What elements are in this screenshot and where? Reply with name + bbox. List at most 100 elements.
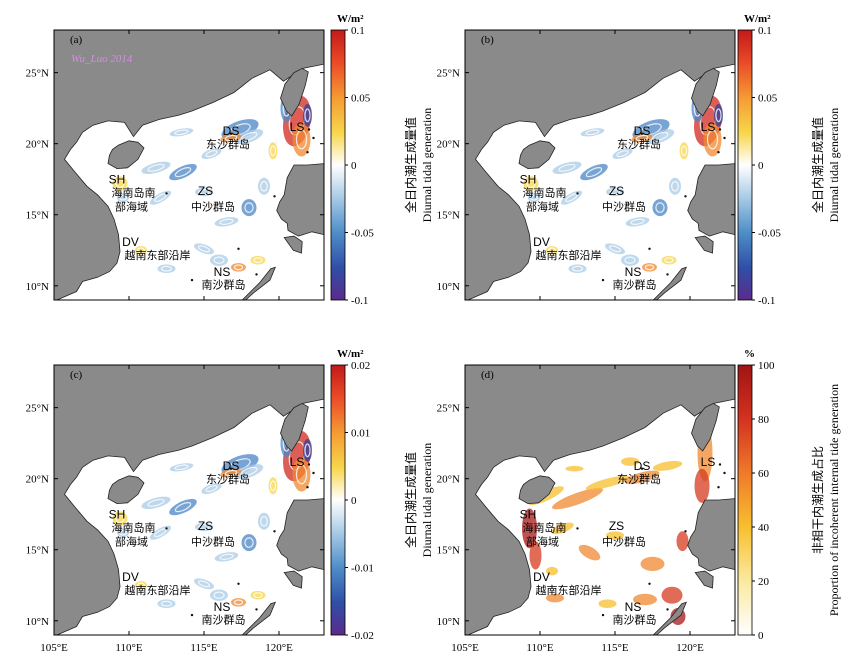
- tidal-patch-ring: [174, 502, 192, 513]
- tidal-patch: [292, 457, 311, 492]
- colorbar-tick-label: -0.05: [351, 228, 374, 240]
- region-code-ds: DS: [634, 459, 651, 473]
- colorbar-ramp: [330, 29, 346, 301]
- region-code-sh: SH: [520, 508, 537, 522]
- colorbar-title-cn: 全日内潮生成量值: [810, 117, 825, 213]
- tidal-patch: [528, 193, 540, 202]
- tidal-patch: [303, 103, 312, 127]
- tidal-patch-ring: [115, 179, 125, 189]
- panel-label: (b): [481, 34, 494, 46]
- panel-label: (a): [70, 34, 83, 46]
- tidal-patch-ring: [213, 591, 225, 599]
- islet: [648, 247, 651, 250]
- colorbar-3: 100 80 60 40 20 0% 非相干内潮生成占比 Proportion of inco…: [737, 348, 841, 642]
- tidal-patch: [117, 193, 129, 202]
- land-luzon: [687, 163, 735, 237]
- colorbar-tick-label: -0.1: [758, 295, 775, 307]
- colorbar-unit: W/m²: [337, 348, 364, 360]
- islet: [312, 136, 315, 140]
- colorbar-tick-label: 80: [758, 414, 770, 426]
- land-mindoro: [694, 570, 714, 589]
- region-name-zs: 中沙群岛: [602, 535, 646, 549]
- tidal-patch: [578, 544, 601, 561]
- colorbar-title-en: Diurnal tidal generation: [420, 108, 434, 223]
- tidal-patch: [598, 599, 617, 608]
- colorbar-unit: %: [744, 348, 755, 360]
- tidal-patch: [546, 246, 558, 255]
- colorbar-tick-label: -0.1: [351, 295, 368, 307]
- tidal-patch: [703, 122, 722, 157]
- tidal-patch-ring: [137, 582, 145, 589]
- region-code-ls: LS: [290, 455, 305, 469]
- tidal-patch-ring: [224, 134, 238, 142]
- islet: [717, 486, 720, 489]
- y-tick-label: 25°N: [26, 68, 49, 80]
- region-name-sh-2: 部海域: [115, 534, 148, 548]
- islet: [601, 613, 605, 617]
- tidal-patch: [621, 254, 639, 266]
- colorbar-tick-label: 20: [758, 576, 770, 588]
- tidal-patch-ring: [651, 131, 669, 142]
- colorbar-title-cn: 全日内潮生成量值: [403, 117, 418, 213]
- tidal-patch-ring: [295, 129, 308, 150]
- region-name-zs: 中沙群岛: [602, 200, 646, 214]
- map-frame: [464, 364, 736, 636]
- tidal-patch-ring: [585, 167, 603, 178]
- tidal-patch: [669, 177, 681, 195]
- land-hainan: [518, 475, 556, 505]
- region-name-sh-2: 部海域: [115, 199, 148, 213]
- region-code-ds: DS: [634, 124, 651, 138]
- tidal-patch-ring: [197, 245, 211, 253]
- region-name-sh-1: 海南岛南: [112, 520, 156, 534]
- islet: [229, 132, 233, 135]
- colorbar-0: 0.1 0.05 0 -0.05 -0.1 W/m² 全日内潮生成量值 Diurnal tid…: [330, 13, 434, 307]
- islet: [640, 467, 644, 470]
- tidal-patch: [652, 199, 668, 217]
- region-code-ns: NS: [214, 600, 231, 614]
- colorbar-tick-label: -0.05: [758, 228, 781, 240]
- colorbar-unit: W/m²: [337, 13, 364, 25]
- colorbar-tick-label: 0: [758, 160, 764, 172]
- tidal-patch-ring: [253, 257, 263, 264]
- tidal-patch: [552, 487, 603, 510]
- tidal-patch: [694, 468, 710, 503]
- tidal-patch-ring: [664, 257, 674, 264]
- tidal-patch-ring: [240, 131, 258, 142]
- y-tick-label: 10°N: [26, 281, 49, 293]
- colorbar-title-en: Proportion of incoherent internal tide g…: [827, 384, 841, 616]
- tidal-patch-ring: [160, 600, 173, 607]
- colorbar-1: 0.1 0.05 0 -0.05 -0.1 W/m² 全日内潮生成量值 Diurnal tid…: [737, 13, 841, 307]
- region-name-sh-1: 海南岛南: [523, 520, 567, 534]
- x-tick-label: 120°E: [676, 642, 704, 654]
- colorbar-tick-label: -0.02: [351, 630, 374, 642]
- tidal-patch-ring: [269, 480, 277, 492]
- tidal-patch-ring: [644, 264, 655, 271]
- tidal-patch-ring: [630, 218, 645, 225]
- tidal-patch-ring: [706, 129, 719, 150]
- region-code-ls: LS: [290, 120, 305, 134]
- tidal-patch-ring: [655, 202, 665, 213]
- x-tick-label: 115°E: [190, 642, 217, 654]
- tidal-patch: [268, 142, 278, 160]
- region-name-zs: 中沙群岛: [191, 535, 235, 549]
- colorbar-tick-label: -0.01: [351, 563, 374, 575]
- land-borneo: [229, 299, 324, 300]
- tidal-patch: [714, 103, 723, 127]
- islet: [666, 273, 669, 276]
- tidal-patch: [210, 254, 228, 266]
- land-taiwan: [691, 402, 720, 452]
- tidal-patch: [679, 142, 689, 160]
- islet: [576, 192, 579, 195]
- tidal-patch-ring: [219, 218, 234, 225]
- tidal-patch: [621, 457, 639, 466]
- land-mindoro: [283, 570, 303, 589]
- region-code-ns: NS: [625, 265, 642, 279]
- colorbar-tick-label: 0.1: [351, 25, 365, 37]
- islet: [165, 192, 168, 195]
- islet: [273, 530, 276, 533]
- y-tick-label: 15°N: [437, 545, 460, 557]
- colorbar-ramp: [737, 29, 753, 301]
- tidal-patch: [642, 263, 657, 272]
- tidal-patch-ring: [198, 189, 210, 195]
- tidal-patch-ring: [526, 179, 536, 189]
